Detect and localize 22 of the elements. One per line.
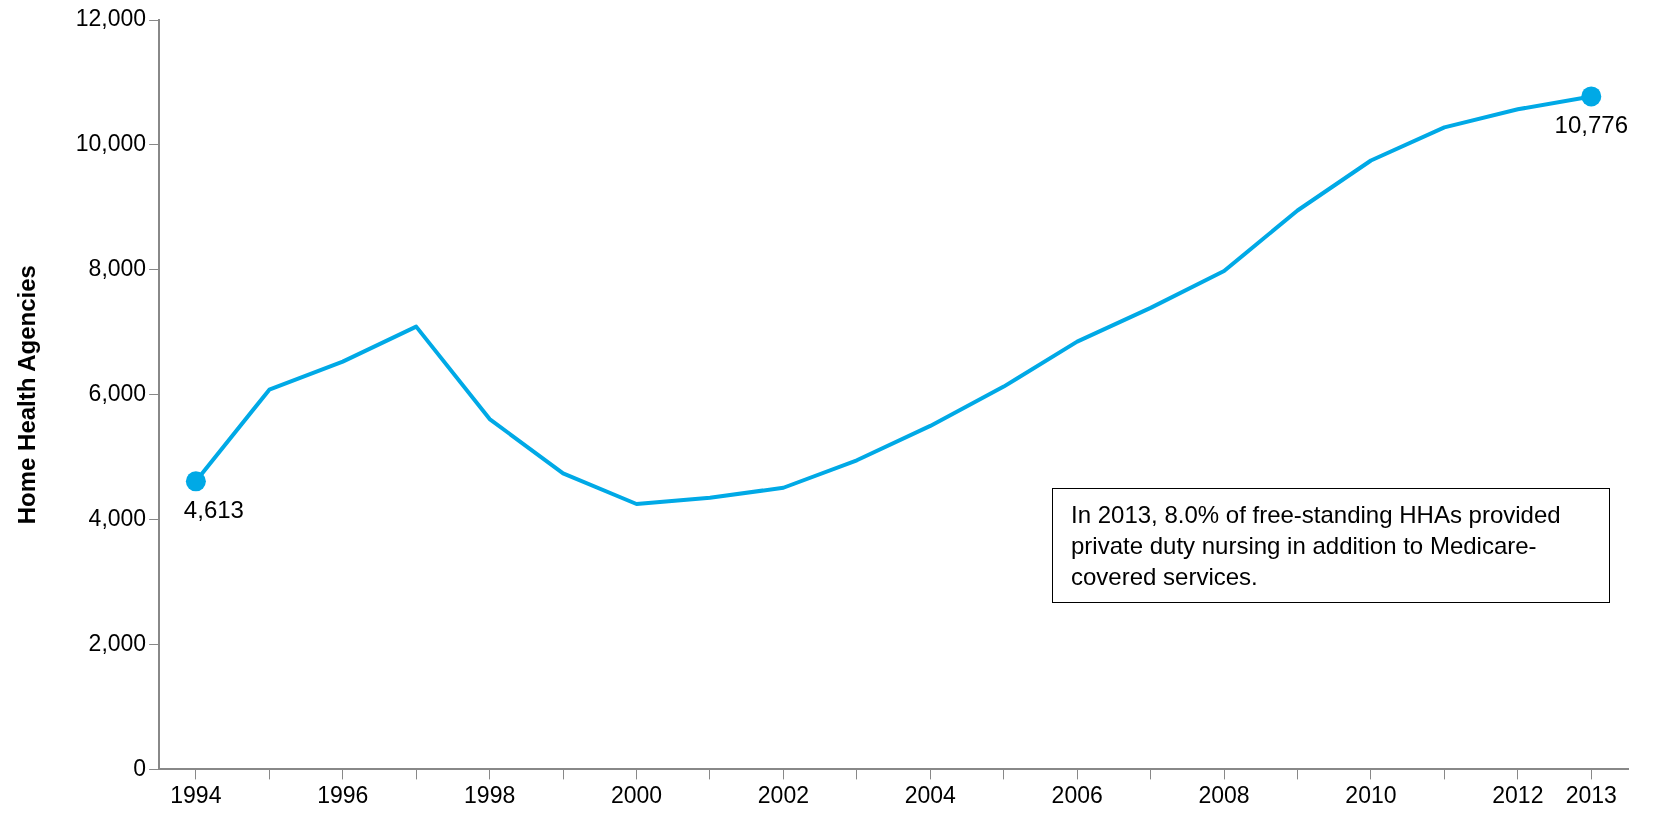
y-tick-label: 8,000 [88,255,147,282]
y-tick-label: 6,000 [88,380,147,407]
y-axis-title: Home Health Agencies [13,265,41,525]
x-tick-label: 2010 [1345,781,1397,808]
x-tick-label: 2004 [904,781,957,808]
data-label: 10,776 [1554,111,1628,139]
x-tick-label: 2013 [1565,781,1617,808]
y-tick-label: 10,000 [75,130,147,157]
x-tick-label: 2002 [757,781,809,808]
y-tick-label: 4,000 [88,504,147,531]
annotation: In 2013, 8.0% of free-standing HHAs provided private duty nursing in addition to Medicare-covered services. [1071,500,1562,592]
x-tick-label: 1998 [464,781,516,808]
data-label: 4,613 [183,495,244,523]
x-tick-label: 1996 [317,781,369,808]
x-tick-label: 2012 [1492,781,1544,808]
y-tick-label: 12,000 [75,5,147,32]
x-tick-label: 2008 [1198,781,1250,808]
y-tick-label: 0 [133,754,147,781]
x-tick-label: 1994 [170,781,222,808]
x-tick-label: 2000 [610,781,663,808]
y-tick-label: 2,000 [88,629,147,656]
x-tick-label: 2006 [1051,781,1103,808]
